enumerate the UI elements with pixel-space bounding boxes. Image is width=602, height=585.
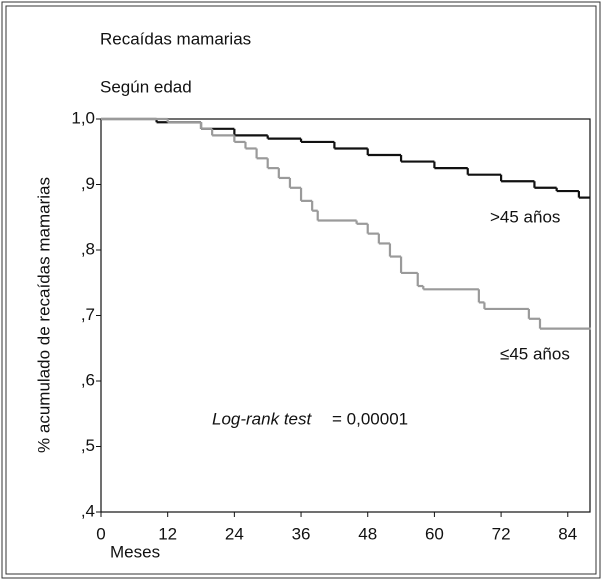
chart-subtitle: Según edad bbox=[100, 77, 192, 96]
plot-frame bbox=[100, 118, 591, 513]
y-tick-label: ,4 bbox=[81, 501, 95, 520]
y-tick-label: ,7 bbox=[81, 305, 95, 324]
y-tick-label: ,5 bbox=[81, 436, 95, 455]
x-tick-label: 12 bbox=[158, 524, 177, 543]
annotation: ≤45 años bbox=[500, 344, 570, 363]
x-tick-label: 36 bbox=[292, 524, 311, 543]
annotation: = 0,00001 bbox=[332, 409, 408, 428]
x-tick-label: 0 bbox=[96, 524, 105, 543]
y-tick-label: ,9 bbox=[81, 174, 95, 193]
annotation: >45 años bbox=[490, 207, 560, 226]
x-tick-label: 72 bbox=[492, 524, 511, 543]
annotation: Log-rank test bbox=[212, 409, 312, 428]
x-tick-label: 48 bbox=[358, 524, 377, 543]
y-tick-label: ,6 bbox=[81, 370, 95, 389]
chart-title: Recaídas mamarias bbox=[100, 29, 251, 48]
x-tick-label: 60 bbox=[425, 524, 444, 543]
y-axis-label: % acumulado de recaídas mamarias bbox=[34, 177, 53, 453]
x-tick-label: 84 bbox=[558, 524, 577, 543]
inner-frame bbox=[5, 5, 597, 575]
y-tick-label: 1,0 bbox=[71, 108, 95, 127]
x-axis-label: Meses bbox=[110, 542, 160, 561]
x-tick-label: 24 bbox=[225, 524, 244, 543]
y-tick-label: ,8 bbox=[81, 239, 95, 258]
